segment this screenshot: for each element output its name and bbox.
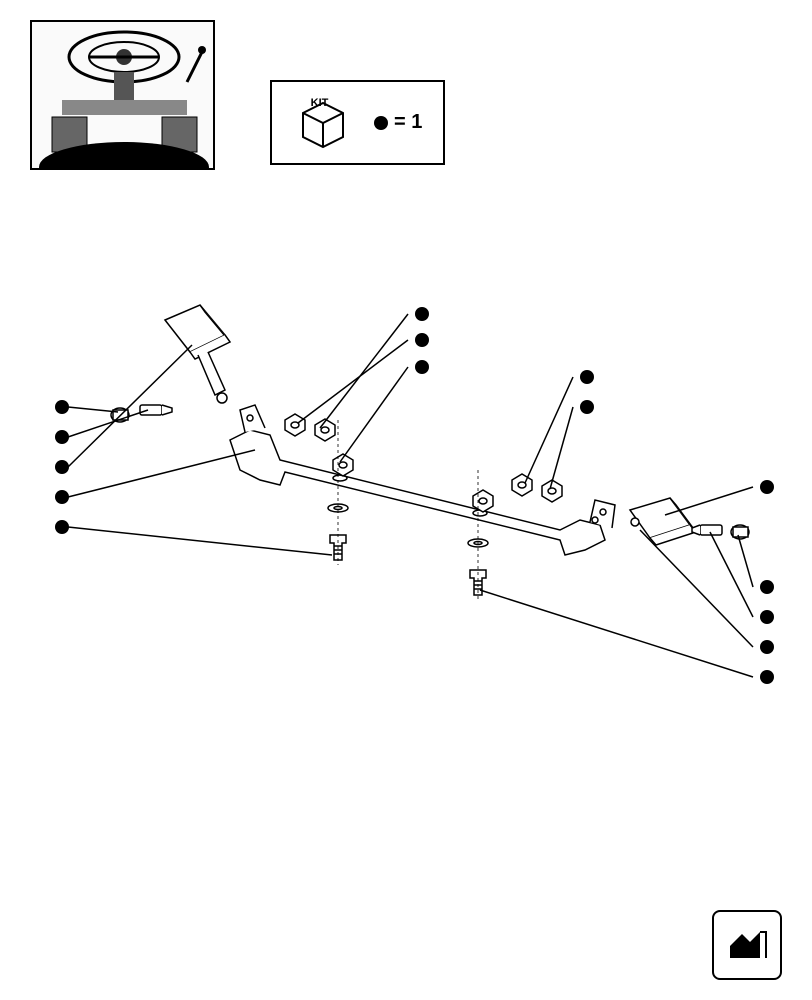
reference-photo	[30, 20, 215, 170]
callout-dot	[760, 640, 774, 654]
callout-dot	[760, 580, 774, 594]
callout-dot	[760, 670, 774, 684]
kit-label: KIT	[311, 97, 329, 109]
callout-dot	[55, 520, 69, 534]
bullet-icon	[374, 116, 388, 130]
callout-dot	[580, 400, 594, 414]
callout-dot	[55, 430, 69, 444]
kit-legend-box: KIT = 1	[270, 80, 445, 165]
kit-cube-icon: KIT	[293, 95, 353, 150]
callout-dot	[55, 460, 69, 474]
callout-dot	[415, 333, 429, 347]
callout-dot	[760, 610, 774, 624]
kit-equals: = 1	[374, 111, 422, 134]
exploded-diagram	[0, 260, 812, 760]
next-page-icon[interactable]	[712, 910, 782, 980]
callout-dot	[55, 490, 69, 504]
callout-dot	[580, 370, 594, 384]
callout-dot	[760, 480, 774, 494]
callout-dot	[415, 360, 429, 374]
callout-dot	[55, 400, 69, 414]
equals-value: = 1	[394, 111, 422, 134]
callout-dot	[415, 307, 429, 321]
